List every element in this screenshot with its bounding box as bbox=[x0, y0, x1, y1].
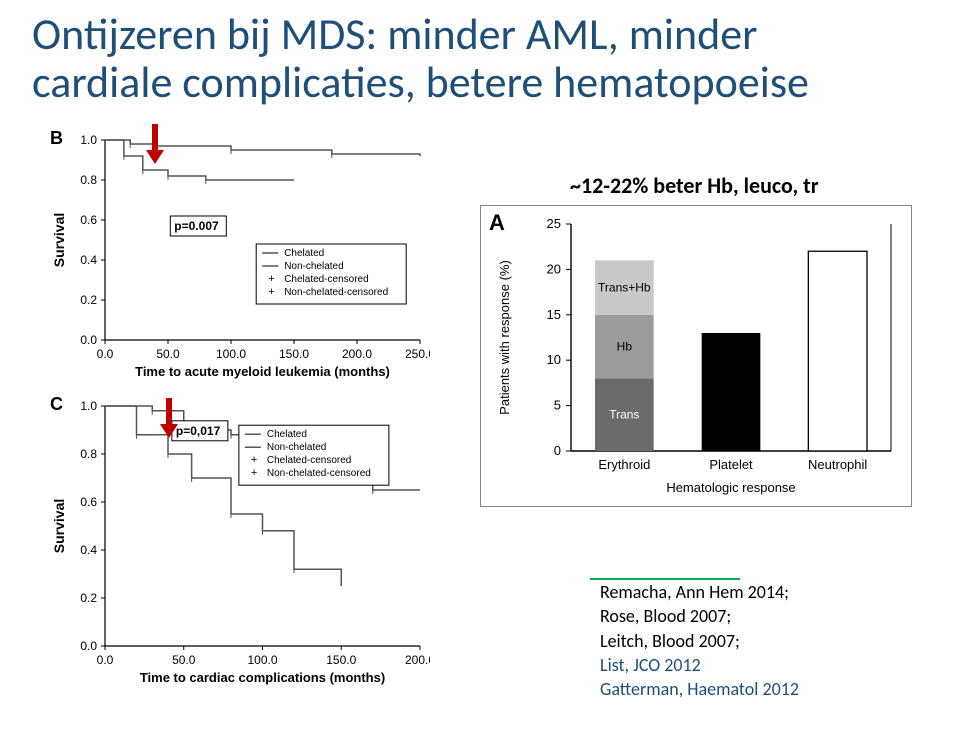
bar-chart-panel: A 0 5 10 15 20 25 Patients with response (%) Tr… bbox=[480, 205, 912, 507]
svg-text:0.0: 0.0 bbox=[80, 639, 97, 653]
svg-text:50.0: 50.0 bbox=[156, 347, 180, 361]
red-arrow-cardiac bbox=[160, 398, 178, 438]
svg-text:Non-chelated: Non-chelated bbox=[267, 442, 326, 453]
svg-text:+: + bbox=[251, 467, 257, 479]
svg-text:100.0: 100.0 bbox=[247, 653, 277, 667]
svg-text:0: 0 bbox=[554, 443, 561, 458]
svg-text:Survival: Survival bbox=[51, 213, 67, 267]
km-plot-cardiac: 0.0 0.2 0.4 0.6 0.8 1.0 0.0 50.0 100.0 150.0 200.0… bbox=[50, 396, 430, 696]
svg-text:0.6: 0.6 bbox=[80, 213, 97, 227]
arrow-head-icon bbox=[146, 150, 164, 164]
svg-text:5: 5 bbox=[554, 398, 561, 413]
svg-text:250.0: 250.0 bbox=[405, 347, 430, 361]
annotation-better-hb: ~12-22% beter Hb, leuco, tr bbox=[570, 172, 819, 199]
svg-text:1.0: 1.0 bbox=[80, 133, 97, 147]
svg-text:Neutrophil: Neutrophil bbox=[808, 457, 867, 472]
svg-text:Chelated: Chelated bbox=[284, 248, 324, 259]
title-line2: cardiale complicaties, betere hematopoei… bbox=[32, 55, 809, 109]
svg-text:Chelated-censored: Chelated-censored bbox=[267, 455, 352, 466]
arrow-head-icon bbox=[160, 424, 178, 438]
km-plot-aml: 0.0 0.2 0.4 0.6 0.8 1.0 0.0 50.0 100.0 150.0 200.0… bbox=[50, 130, 430, 390]
svg-text:150.0: 150.0 bbox=[326, 653, 356, 667]
svg-text:Non-chelated: Non-chelated bbox=[284, 261, 343, 272]
ref-rose: Rose, Blood 2007; bbox=[600, 604, 799, 628]
bar-chart-svg: 0 5 10 15 20 25 Patients with response (%) Tran… bbox=[481, 206, 911, 506]
svg-text:1.0: 1.0 bbox=[80, 399, 97, 413]
arrow-shaft bbox=[166, 398, 172, 426]
svg-text:B: B bbox=[50, 130, 63, 148]
svg-text:100.0: 100.0 bbox=[216, 347, 246, 361]
km-plot-cardiac-svg: 0.0 0.2 0.4 0.6 0.8 1.0 0.0 50.0 100.0 150.0 200.0… bbox=[50, 396, 430, 696]
svg-text:p=0.007: p=0.007 bbox=[174, 219, 219, 233]
ref-remacha: Remacha, Ann Hem 2014; bbox=[600, 580, 799, 604]
svg-text:Erythroid: Erythroid bbox=[598, 457, 650, 472]
svg-text:C: C bbox=[50, 396, 63, 414]
svg-text:0.4: 0.4 bbox=[80, 543, 97, 557]
svg-text:Chelated: Chelated bbox=[267, 429, 307, 440]
title-line1: Ontijzeren bij MDS: minder AML, minder bbox=[32, 7, 757, 61]
svg-text:0.2: 0.2 bbox=[80, 591, 97, 605]
svg-text:0.6: 0.6 bbox=[80, 495, 97, 509]
svg-text:10: 10 bbox=[547, 352, 561, 367]
svg-text:200.0: 200.0 bbox=[342, 347, 372, 361]
red-arrow-aml bbox=[146, 124, 164, 164]
svg-text:Trans: Trans bbox=[609, 408, 639, 422]
svg-text:15: 15 bbox=[547, 307, 561, 322]
svg-text:+: + bbox=[268, 286, 274, 298]
svg-text:20: 20 bbox=[547, 261, 561, 276]
svg-text:50.0: 50.0 bbox=[172, 653, 196, 667]
svg-text:Hematologic response: Hematologic response bbox=[666, 480, 795, 495]
svg-text:Survival: Survival bbox=[51, 499, 67, 553]
svg-text:0.2: 0.2 bbox=[80, 293, 97, 307]
ref-leitch: Leitch, Blood 2007; bbox=[600, 629, 799, 653]
svg-text:0.4: 0.4 bbox=[80, 253, 97, 267]
svg-text:Time to cardiac complications: Time to cardiac complications (months) bbox=[140, 670, 385, 685]
svg-text:25: 25 bbox=[547, 216, 561, 231]
svg-text:p=0,017: p=0,017 bbox=[176, 424, 221, 438]
svg-text:0.8: 0.8 bbox=[80, 173, 97, 187]
svg-text:Non-chelated-censored: Non-chelated-censored bbox=[267, 468, 371, 479]
svg-text:200.0: 200.0 bbox=[405, 653, 430, 667]
km-plot-aml-svg: 0.0 0.2 0.4 0.6 0.8 1.0 0.0 50.0 100.0 150.0 200.0… bbox=[50, 130, 430, 390]
svg-text:0.0: 0.0 bbox=[80, 333, 97, 347]
svg-text:Patients with response (%): Patients with response (%) bbox=[497, 260, 512, 415]
svg-text:Hb: Hb bbox=[617, 340, 633, 354]
svg-text:Trans+Hb: Trans+Hb bbox=[598, 281, 651, 295]
svg-text:0.8: 0.8 bbox=[80, 447, 97, 461]
svg-text:Platelet: Platelet bbox=[709, 457, 753, 472]
svg-text:+: + bbox=[268, 273, 274, 285]
svg-text:Chelated-censored: Chelated-censored bbox=[284, 274, 369, 285]
survival-plots-column: 0.0 0.2 0.4 0.6 0.8 1.0 0.0 50.0 100.0 150.0 200.0… bbox=[50, 130, 450, 702]
svg-text:Time to acute myeloid leukemia: Time to acute myeloid leukemia (months) bbox=[135, 364, 390, 379]
ref-gatterman: Gatterman, Haematol 2012 bbox=[600, 677, 799, 701]
svg-text:0.0: 0.0 bbox=[97, 347, 114, 361]
references-block: Remacha, Ann Hem 2014; Rose, Blood 2007;… bbox=[600, 580, 799, 701]
panel-label-a: A bbox=[489, 210, 505, 236]
slide-title: Ontijzeren bij MDS: minder AML, minder c… bbox=[32, 10, 809, 107]
arrow-shaft bbox=[152, 124, 158, 152]
svg-text:150.0: 150.0 bbox=[279, 347, 309, 361]
svg-text:0.0: 0.0 bbox=[97, 653, 114, 667]
ref-list: List, JCO 2012 bbox=[600, 653, 799, 677]
svg-text:+: + bbox=[251, 454, 257, 466]
svg-text:Non-chelated-censored: Non-chelated-censored bbox=[284, 287, 388, 298]
